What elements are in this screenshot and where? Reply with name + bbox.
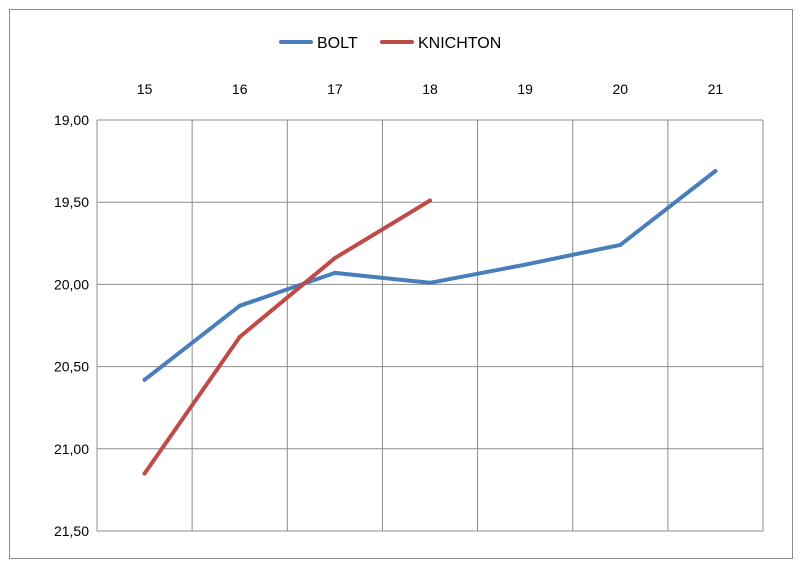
x-tick-label: 20 bbox=[612, 81, 628, 97]
y-tick-label: 19,00 bbox=[54, 112, 89, 128]
series-line-knichton bbox=[142, 198, 432, 476]
x-tick-label: 18 bbox=[422, 81, 438, 97]
x-tick-label: 17 bbox=[327, 81, 343, 97]
x-axis-tick-labels: 15 16 17 18 19 20 21 bbox=[137, 81, 724, 97]
data-point-bolt bbox=[428, 280, 432, 285]
series-lines bbox=[142, 168, 718, 476]
data-point-bolt bbox=[523, 262, 528, 267]
data-point-bolt bbox=[713, 168, 718, 173]
y-tick-label: 20,50 bbox=[54, 359, 89, 375]
gridlines bbox=[96, 119, 764, 532]
x-tick-label: 15 bbox=[137, 81, 153, 97]
y-tick-label: 20,00 bbox=[54, 276, 89, 292]
y-tick-label: 19,50 bbox=[54, 194, 89, 210]
data-point-bolt bbox=[142, 377, 147, 382]
y-axis-tick-labels: 19,00 19,50 20,00 20,50 21,00 21,50 bbox=[54, 112, 89, 539]
x-tick-label: 21 bbox=[708, 81, 724, 97]
data-point-knichton bbox=[428, 198, 432, 203]
data-point-bolt bbox=[332, 270, 337, 275]
data-point-knichton bbox=[142, 471, 147, 476]
data-point-bolt bbox=[237, 303, 242, 308]
legend-label-knichton: KNICHTON bbox=[418, 35, 501, 52]
y-tick-label: 21,50 bbox=[54, 523, 89, 539]
data-point-knichton bbox=[237, 335, 242, 340]
legend: BOLT KNICHTON bbox=[279, 35, 501, 52]
data-point-bolt bbox=[618, 242, 623, 247]
data-point-knichton bbox=[332, 256, 337, 261]
x-tick-label: 16 bbox=[232, 81, 248, 97]
x-tick-label: 19 bbox=[517, 81, 533, 97]
y-tick-label: 21,00 bbox=[54, 441, 89, 457]
legend-label-bolt: BOLT bbox=[317, 35, 358, 52]
